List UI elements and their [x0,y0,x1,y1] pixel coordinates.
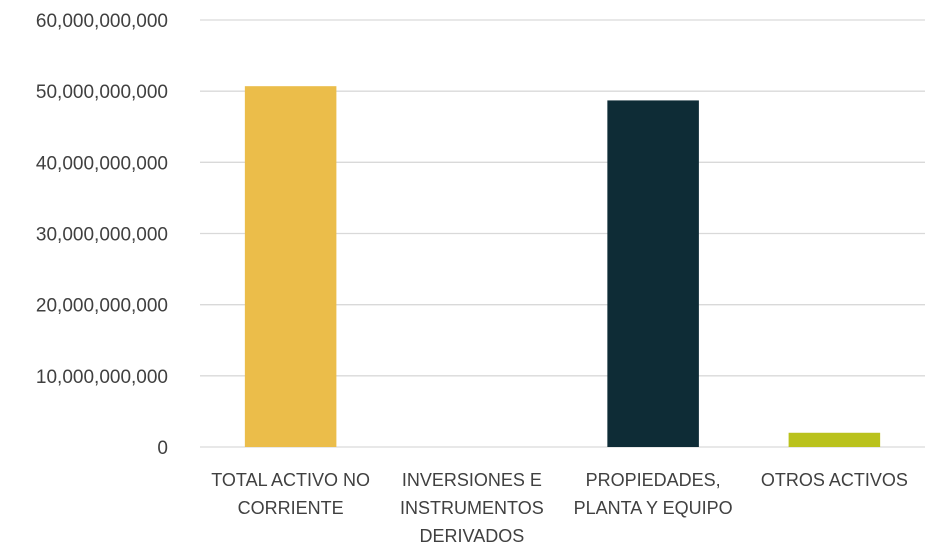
x-category-label-line: CORRIENTE [238,498,344,518]
y-tick-label: 0 [157,438,168,459]
x-category-label-line: TOTAL ACTIVO NO [211,470,370,490]
x-category-label: TOTAL ACTIVO NO CORRIENTE [211,470,370,518]
bar [788,432,881,447]
x-category-label: OTROS ACTIVOS [761,470,908,490]
y-tick-label: 30,000,000,000 [36,225,168,246]
y-tick-label: 40,000,000,000 [36,153,168,174]
y-tick-label: 20,000,000,000 [36,296,168,317]
x-category-label-line: INVERSIONES E [402,470,542,490]
x-category-label-line: PLANTA Y EQUIPO [574,498,733,518]
x-category-label: PROPIEDADES, PLANTA Y EQUIPO [574,470,733,518]
x-axis-category-labels: TOTAL ACTIVO NO CORRIENTE INVERSIONES E INS… [211,470,908,546]
bar [244,86,337,447]
y-tick-label: 10,000,000,000 [36,367,168,388]
x-category-label-line: DERIVADOS [420,526,525,546]
x-category-label-line: PROPIEDADES, [586,470,721,490]
y-tick-label: 60,000,000,000 [36,11,168,32]
bar [607,100,699,447]
bars [244,86,881,447]
x-category-label-line: INSTRUMENTOS [400,498,544,518]
y-tick-label: 50,000,000,000 [36,82,168,103]
y-axis-tick-labels: 0 10,000,000,000 20,000,000,000 30,000,000,… [36,11,168,459]
x-category-label-line: OTROS ACTIVOS [761,470,908,490]
x-category-label: INVERSIONES E INSTRUMENTOS DERIVADOS [400,470,544,546]
